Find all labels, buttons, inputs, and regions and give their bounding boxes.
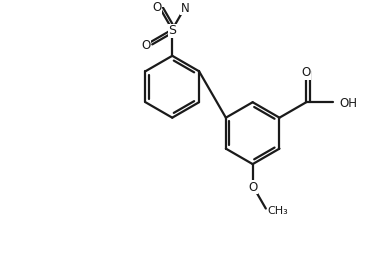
Text: S: S [168,24,176,38]
Text: CH₃: CH₃ [268,206,289,217]
Text: O: O [141,39,151,52]
Text: O: O [302,66,311,79]
Text: O: O [248,181,257,194]
Text: OH: OH [339,97,357,110]
Text: O: O [152,1,162,14]
Text: N: N [181,2,190,15]
